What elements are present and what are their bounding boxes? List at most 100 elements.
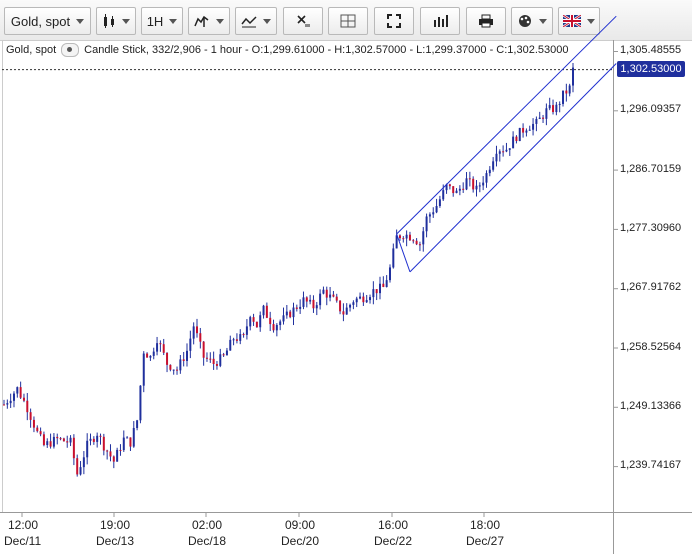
candle-body: [6, 403, 9, 405]
candle-body: [432, 212, 435, 215]
candle-body: [372, 289, 375, 298]
channel-line-upper: [396, 15, 617, 235]
last-price-tag: 1,302.53000: [617, 61, 685, 77]
remove-drawings-button[interactable]: [283, 7, 323, 35]
chart-toolbar: Gold, spot 1H: [0, 0, 692, 41]
candle-body: [402, 238, 405, 240]
candle-body: [552, 105, 555, 113]
candle-body: [62, 438, 65, 442]
candle-body: [289, 311, 292, 318]
candle-body: [176, 369, 179, 371]
candle-body: [186, 350, 189, 361]
candle-body: [485, 173, 488, 183]
candle-body: [445, 184, 448, 191]
candle-body: [19, 387, 22, 398]
candle-body: [422, 231, 425, 245]
candle-body: [315, 305, 318, 309]
candle-body: [96, 435, 99, 442]
candle-body: [232, 339, 235, 341]
candle-body: [322, 289, 325, 294]
candle-body: [116, 449, 119, 462]
candle-body: [498, 151, 501, 154]
y-tick-label: 1,305.48555: [620, 44, 682, 56]
x-tick-date: Dec/20: [281, 534, 320, 548]
candle-body: [225, 350, 228, 356]
candle-body: [245, 326, 248, 335]
candle-body: [106, 450, 109, 452]
candle-body: [146, 353, 149, 358]
x-tick-time: 02:00: [192, 518, 223, 532]
settings-button[interactable]: [511, 7, 553, 35]
candle-body: [442, 190, 445, 200]
candle-body: [385, 280, 388, 287]
drawing-tools-button[interactable]: [235, 7, 277, 35]
candle-body: [518, 127, 521, 142]
remove-drawings-icon: [297, 15, 310, 27]
candle-body: [32, 419, 35, 428]
candle-body: [272, 324, 275, 331]
candle-body: [295, 307, 298, 309]
candle-body: [435, 205, 438, 213]
candle-body: [425, 216, 428, 232]
candle-body: [92, 438, 95, 442]
candle-body: [42, 434, 45, 446]
candle-body: [545, 108, 548, 119]
candle-body: [82, 457, 85, 468]
candle-body: [365, 300, 368, 303]
info-details: Candle Stick, 332/2,906 - 1 hour - O:1,2…: [84, 44, 569, 56]
chevron-down-icon: [76, 18, 85, 24]
candle-body: [129, 437, 132, 447]
candle-body: [59, 438, 62, 440]
y-tick-label: 1,249.13366: [620, 399, 682, 412]
candle-body: [382, 283, 385, 287]
y-tick-label: 1,239.74167: [620, 459, 682, 472]
candle-body: [538, 117, 541, 119]
candle-body: [535, 118, 538, 124]
layout-icon: [340, 14, 356, 28]
symbol-selector[interactable]: Gold, spot: [4, 7, 91, 35]
candle-body: [562, 90, 565, 104]
candle-body: [69, 437, 72, 443]
chevron-down-icon: [587, 18, 595, 24]
candle-body: [9, 400, 12, 404]
x-tick-time: 09:00: [285, 518, 316, 532]
eye-icon[interactable]: [61, 43, 80, 57]
candle-body: [362, 296, 365, 303]
candle-body: [448, 184, 451, 187]
candles: [3, 63, 574, 477]
candle-body: [309, 299, 312, 302]
x-tick-time: 12:00: [8, 518, 39, 532]
timeframe-selector[interactable]: 1H: [141, 7, 183, 35]
candle-body: [395, 235, 398, 249]
bar-chart-icon: [434, 15, 448, 27]
fullscreen-button[interactable]: [374, 7, 414, 35]
volume-button[interactable]: [420, 7, 460, 35]
candle-body: [505, 149, 508, 152]
layout-button[interactable]: [328, 7, 368, 35]
trend-line-icon: [241, 16, 257, 28]
chevron-down-icon: [122, 18, 130, 24]
candle-body: [478, 185, 481, 187]
candle-body: [495, 153, 498, 162]
x-tick-time: 18:00: [470, 518, 501, 532]
candle-body: [86, 440, 89, 458]
candle-body: [136, 420, 139, 428]
language-button[interactable]: [558, 7, 600, 35]
print-button[interactable]: [466, 7, 506, 35]
candle-body: [76, 458, 79, 475]
y-tick-label: 1,286.70159: [620, 162, 682, 175]
candle-body: [169, 364, 172, 370]
candle-body: [305, 297, 308, 302]
candle-body: [29, 412, 32, 420]
candle-body: [66, 441, 69, 443]
candle-body: [159, 343, 162, 345]
candle-body: [325, 289, 328, 298]
chart-type-button[interactable]: [96, 7, 136, 35]
candle-body: [438, 199, 441, 206]
print-icon: [479, 14, 493, 28]
candle-body: [342, 311, 345, 315]
chevron-down-icon: [169, 18, 178, 24]
candle-body: [415, 240, 418, 245]
indicators-button[interactable]: [188, 7, 230, 35]
